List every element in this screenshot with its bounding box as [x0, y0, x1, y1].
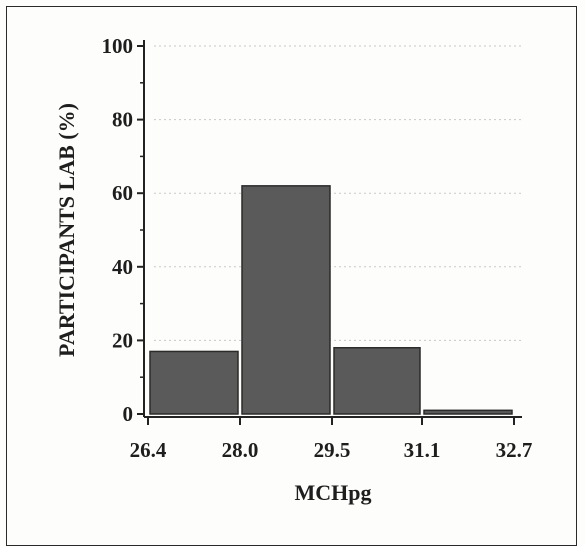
y-tick-label: 40: [112, 255, 133, 279]
histogram-bar: [241, 185, 331, 415]
histogram-chart: 0 20 40 60 80 100 26.4 28.0 29.5 31.1 32.7 PARTIC…: [54, 34, 533, 505]
y-tick-label: 60: [112, 181, 133, 205]
y-tick-label: 100: [102, 34, 134, 58]
y-ticks: 0 20 40 60 80 100: [102, 34, 144, 426]
x-tick-label: 26.4: [130, 438, 167, 462]
bars: [149, 185, 513, 415]
x-axis-title: MCHpg: [295, 480, 372, 505]
x-tick-label: 29.5: [314, 438, 351, 462]
histogram-bar: [149, 350, 239, 415]
y-axis-title: PARTICIPANTS LAB (%): [54, 103, 79, 357]
histogram-bar: [333, 347, 421, 415]
x-tick-label: 28.0: [222, 438, 259, 462]
y-tick-label: 80: [112, 108, 133, 132]
x-ticks: 26.4 28.0 29.5 31.1 32.7: [130, 417, 533, 462]
grid-lines: [154, 45, 522, 341]
histogram-bar: [423, 409, 513, 415]
y-tick-label: 0: [123, 402, 134, 426]
x-tick-label: 32.7: [496, 438, 533, 462]
x-tick-label: 31.1: [404, 438, 441, 462]
y-tick-label: 20: [112, 328, 133, 352]
